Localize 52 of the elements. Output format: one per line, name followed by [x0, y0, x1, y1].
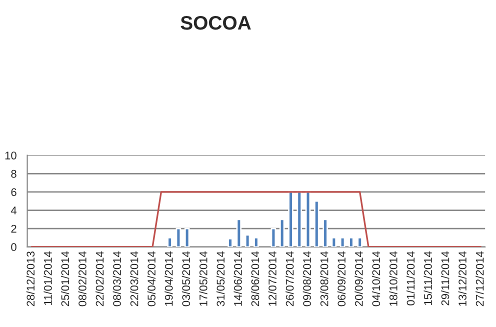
x-tick-label: 20/09/2014 — [354, 251, 363, 306]
x-tick-label: 28/06/2014 — [251, 251, 260, 306]
x-tick-label: 14/06/2014 — [234, 251, 242, 306]
x-tick-label: 22/02/2014 — [96, 251, 104, 306]
x-tick-label: 11/01/2014 — [44, 251, 52, 305]
bar — [288, 191, 294, 247]
x-tick-label: 03/05/2014 — [182, 251, 190, 306]
y-tick-label: 2 — [11, 224, 16, 233]
x-tick-label: 04/10/2014 — [372, 251, 380, 306]
bar — [270, 228, 276, 247]
bar — [228, 238, 233, 247]
bar — [236, 218, 242, 247]
bar — [331, 237, 337, 247]
bar — [340, 237, 346, 247]
x-tick-label: 28/12/2013 — [26, 252, 35, 306]
x-tick-label: 25/01/2014 — [60, 251, 70, 306]
x-tick-label: 26/07/2014 — [286, 251, 294, 306]
x-tick-label: 15/11/2014 — [424, 251, 432, 305]
bar — [314, 200, 320, 247]
y-tick-label: 6 — [11, 188, 16, 196]
x-tick-label: 06/09/2014 — [337, 251, 346, 306]
y-tick-label: 4 — [10, 206, 17, 214]
bar — [176, 228, 182, 247]
x-tick-label: 19/04/2014 — [164, 251, 173, 306]
bar — [254, 237, 259, 247]
x-tick-label: 13/12/2014 — [458, 251, 466, 306]
bar — [167, 237, 172, 247]
y-tick-label: 10 — [5, 152, 16, 160]
bar — [322, 218, 328, 247]
bar — [296, 191, 302, 247]
x-tick-label: 22/03/2014 — [130, 251, 138, 306]
x-tick-label: 05/04/2014 — [147, 251, 156, 306]
x-tick-label: 08/02/2014 — [78, 251, 86, 306]
x-tick-label: 01/11/2014 — [406, 251, 415, 306]
x-tick-label: 12/07/2014 — [268, 251, 276, 306]
y-tick-label: 8 — [11, 170, 16, 178]
bar — [357, 237, 362, 247]
x-tick-label: 29/11/2014 — [441, 251, 450, 306]
bar — [348, 237, 354, 247]
x-tick-label: 18/10/2014 — [389, 251, 398, 306]
bar — [184, 228, 190, 247]
y-tick-label: 0 — [11, 243, 16, 252]
x-tick-label: 17/05/2014 — [199, 251, 208, 306]
bar — [244, 234, 250, 247]
bar — [279, 218, 285, 247]
x-tick-label: 09/08/2014 — [302, 251, 311, 306]
x-tick-label: 08/03/2014 — [112, 251, 121, 306]
x-tick-label: 23/08/2014 — [320, 251, 328, 306]
bar — [305, 191, 311, 247]
x-tick-label: 31/05/2014 — [216, 251, 225, 306]
x-tick-label: 27/12/2014 — [476, 251, 484, 306]
chart-title: SOCOA — [180, 16, 251, 30]
